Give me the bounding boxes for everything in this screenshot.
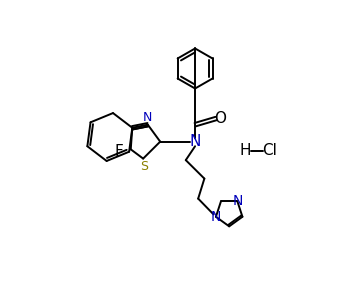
Text: Cl: Cl (262, 143, 277, 158)
Text: O: O (214, 111, 226, 126)
Text: N: N (189, 134, 201, 149)
Text: N: N (211, 210, 221, 224)
Text: N: N (233, 194, 244, 208)
Text: F: F (114, 144, 123, 159)
Text: N: N (143, 111, 153, 124)
Text: H: H (240, 143, 251, 158)
Text: S: S (140, 160, 148, 173)
